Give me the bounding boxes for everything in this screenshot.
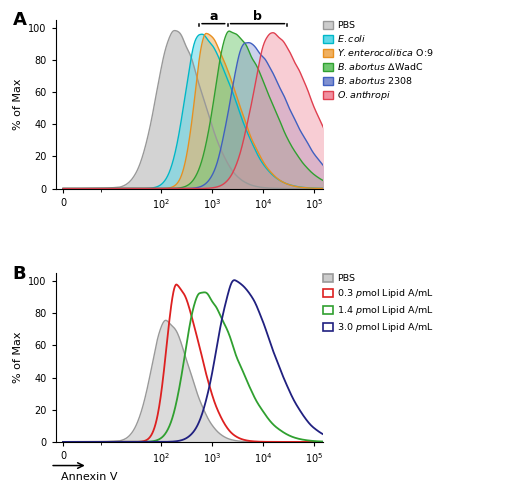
Text: B: B (13, 265, 26, 282)
Text: A: A (13, 11, 27, 29)
Text: b: b (253, 10, 262, 23)
Text: Annexin V: Annexin V (61, 472, 117, 482)
Text: a: a (209, 10, 218, 23)
Y-axis label: % of Max: % of Max (13, 332, 23, 383)
Legend: PBS, $\it{E. coli}$, $\it{Y. enterocolitica}$ O:9, $\it{B. abortus}$ ∆WadC, $\it: PBS, $\it{E. coli}$, $\it{Y. enterocolit… (324, 21, 433, 102)
Legend: PBS, 0.3 $\it{p}$mol Lipid A/mL, 1.4 $\it{p}$mol Lipid A/mL, 3.0 $\it{p}$mol Lip: PBS, 0.3 $\it{p}$mol Lipid A/mL, 1.4 $\i… (324, 274, 433, 334)
Y-axis label: % of Max: % of Max (13, 79, 23, 130)
